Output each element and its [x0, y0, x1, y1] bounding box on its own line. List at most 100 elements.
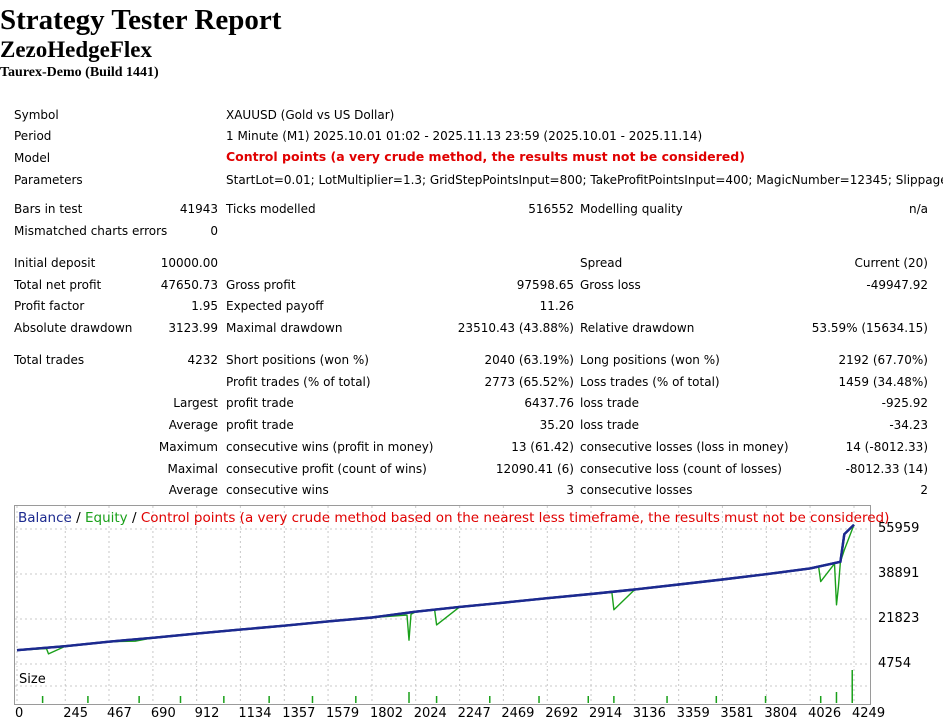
- maximal-loss-value: -8012.33 (14): [845, 462, 928, 476]
- gross-loss-value: -49947.92: [866, 278, 928, 292]
- x-tick-label: 3804: [764, 706, 798, 721]
- max-wins-value: 13 (61.42): [511, 440, 574, 454]
- legend-balance: Balance: [18, 510, 72, 526]
- long-positions-label: Long positions (won %): [580, 353, 720, 367]
- maximal-profit-label: consecutive profit (count of wins): [226, 462, 427, 476]
- gross-loss-label: Gross loss: [580, 278, 641, 292]
- model-value: Control points (a very crude method, the…: [226, 149, 745, 164]
- expert-name: ZezoHedgeFlex: [0, 37, 153, 62]
- size-label: Size: [19, 672, 46, 687]
- symbol-value: XAUUSD (Gold vs US Dollar): [226, 108, 395, 122]
- mismatch-label: Mismatched charts errors: [14, 224, 168, 238]
- y-tick-label: 21823: [878, 611, 920, 626]
- x-tick-label: 690: [150, 706, 176, 721]
- largest-loss-label: loss trade: [580, 396, 639, 410]
- x-tick-label: 912: [194, 706, 220, 721]
- chart-legend: Balance / Equity / Control points (a ver…: [18, 510, 889, 526]
- long-positions-value: 2192 (67.70%): [838, 353, 928, 367]
- expected-payoff-value: 11.26: [539, 299, 574, 313]
- maximal-drawdown-label: Maximal drawdown: [226, 321, 343, 335]
- y-tick-label: 4754: [878, 656, 912, 671]
- net-profit-value: 47650.73: [160, 278, 218, 292]
- largest-profit-value: 6437.76: [524, 396, 574, 410]
- avg-losses-value: 2: [920, 483, 928, 497]
- x-tick-label: 3581: [720, 706, 754, 721]
- net-profit-label: Total net profit: [14, 278, 102, 292]
- short-positions-value: 2040 (63.19%): [484, 353, 574, 367]
- mismatch-value: 0: [210, 224, 218, 238]
- quality-label: Modelling quality: [580, 202, 683, 216]
- avg-wins-label: consecutive wins: [226, 483, 329, 497]
- maximum-label: Maximum: [158, 440, 218, 454]
- bars-value: 41943: [179, 202, 218, 216]
- absolute-drawdown-label: Absolute drawdown: [14, 321, 133, 335]
- legend-separator: /: [127, 510, 141, 526]
- deposit-label: Initial deposit: [14, 256, 96, 270]
- period-value: 1 Minute (M1) 2025.10.01 01:02 - 2025.11…: [226, 129, 703, 143]
- expected-payoff-label: Expected payoff: [226, 299, 324, 313]
- short-positions-label: Short positions (won %): [226, 353, 369, 367]
- profit-trades-label: Profit trades (% of total): [226, 375, 371, 389]
- bars-label: Bars in test: [14, 202, 83, 216]
- avg-losses-label: consecutive losses: [580, 483, 693, 497]
- absolute-drawdown-value: 3123.99: [168, 321, 218, 335]
- spread-label: Spread: [580, 256, 623, 270]
- x-tick-label: 245: [63, 706, 89, 721]
- maximal-label: Maximal: [167, 462, 218, 476]
- x-tick-label: 3136: [632, 706, 666, 721]
- loss-trades-label: Loss trades (% of total): [580, 375, 720, 389]
- maximal-drawdown-value: 23510.43 (43.88%): [457, 321, 574, 335]
- max-losses-label: consecutive losses (loss in money): [580, 440, 789, 454]
- avg-consecutive-label: Average: [168, 483, 218, 497]
- x-tick-label: 1357: [282, 706, 316, 721]
- x-tick-label: 1134: [238, 706, 272, 721]
- largest-label: Largest: [173, 396, 218, 410]
- gross-profit-value: 97598.65: [516, 278, 574, 292]
- profit-factor-label: Profit factor: [14, 299, 85, 313]
- y-tick-label: 55959: [878, 521, 920, 536]
- profit-factor-value: 1.95: [191, 299, 218, 313]
- period-label: Period: [14, 129, 52, 143]
- total-trades-value: 4232: [187, 353, 218, 367]
- x-tick-label: 1802: [369, 706, 404, 721]
- avg-wins-value: 3: [566, 483, 574, 497]
- parameters-value: StartLot=0.01; LotMultiplier=1.3; GridSt…: [226, 173, 943, 187]
- legend-note: Control points (a very crude method base…: [140, 510, 890, 526]
- y-tick-label: 38891: [878, 566, 920, 581]
- relative-drawdown-label: Relative drawdown: [580, 321, 695, 335]
- x-tick-label: 4249: [852, 706, 886, 721]
- x-tick-label: 2914: [589, 706, 623, 721]
- balance-chart-panel: [14, 505, 871, 670]
- legend-separator: /: [71, 510, 85, 526]
- largest-loss-value: -925.92: [881, 396, 928, 410]
- average-label: Average: [168, 418, 218, 432]
- loss-trades-value: 1459 (34.48%): [838, 375, 928, 389]
- symbol-label: Symbol: [14, 108, 59, 122]
- report-title: Strategy Tester Report: [0, 4, 282, 36]
- x-tick-label: 467: [106, 706, 132, 721]
- largest-profit-label: profit trade: [226, 396, 294, 410]
- profit-trades-value: 2773 (65.52%): [484, 375, 574, 389]
- ticks-label: Ticks modelled: [226, 202, 316, 216]
- gross-profit-label: Gross profit: [226, 278, 296, 292]
- x-tick-label: 1579: [326, 706, 360, 721]
- max-losses-value: 14 (-8012.33): [845, 440, 928, 454]
- total-trades-label: Total trades: [14, 353, 85, 367]
- x-tick-label: 2692: [545, 706, 579, 721]
- maximal-profit-value: 12090.41 (6): [495, 462, 574, 476]
- x-tick-label: 3359: [676, 706, 710, 721]
- average-loss-label: loss trade: [580, 418, 639, 432]
- x-tick-label: 2024: [413, 706, 447, 721]
- average-loss-value: -34.23: [889, 418, 928, 432]
- maximal-loss-label: consecutive loss (count of losses): [580, 462, 782, 476]
- deposit-value: 10000.00: [160, 256, 218, 270]
- x-tick-label: 4026: [808, 706, 842, 721]
- equity-line: [16, 524, 855, 655]
- parameters-label: Parameters: [14, 173, 83, 187]
- spread-value: Current (20): [854, 256, 928, 270]
- balance-line: [16, 523, 855, 652]
- relative-drawdown-value: 53.59% (15634.15): [811, 321, 928, 335]
- balance-line: [16, 523, 855, 652]
- x-tick-label: 0: [15, 706, 24, 721]
- max-wins-label: consecutive wins (profit in money): [226, 440, 434, 454]
